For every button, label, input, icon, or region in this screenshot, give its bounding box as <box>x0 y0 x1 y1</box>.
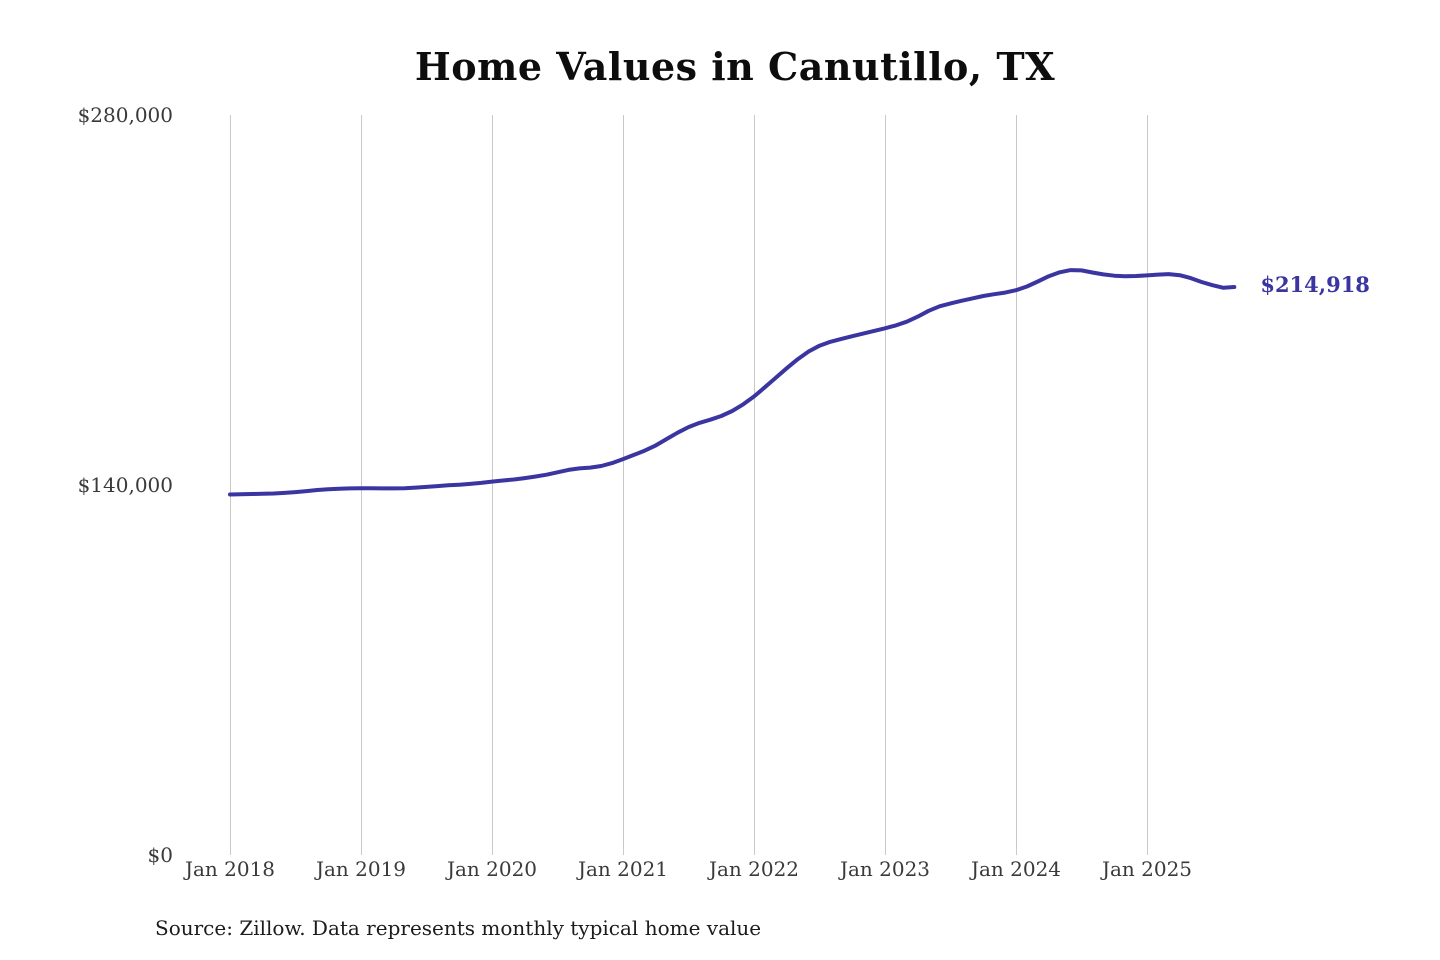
x-axis-label: Jan 2019 <box>315 857 407 881</box>
x-axis-label: Jan 2024 <box>970 857 1062 881</box>
y-axis-label: $140,000 <box>77 473 173 497</box>
gridline <box>360 115 362 855</box>
x-axis-label: Jan 2025 <box>1101 857 1193 881</box>
y-axis-label: $280,000 <box>77 103 173 127</box>
gridline <box>884 115 886 855</box>
home-value-line <box>228 268 1237 497</box>
x-axis-label: Jan 2022 <box>708 857 800 881</box>
gridline <box>1146 115 1148 855</box>
y-axis-label: $0 <box>147 843 173 867</box>
x-axis-label: Jan 2020 <box>446 857 538 881</box>
gridline <box>229 115 231 855</box>
x-axis-label: Jan 2021 <box>577 857 669 881</box>
x-axis-label: Jan 2023 <box>839 857 931 881</box>
gridline <box>491 115 493 855</box>
gridline <box>622 115 624 855</box>
latest-value-label: $214,918 <box>1260 272 1370 297</box>
source-note: Source: Zillow. Data represents monthly … <box>155 916 762 940</box>
chart-title: Home Values in Canutillo, TX <box>414 44 1056 89</box>
gridline <box>753 115 755 855</box>
x-axis-label: Jan 2018 <box>184 857 276 881</box>
gridline <box>1015 115 1017 855</box>
